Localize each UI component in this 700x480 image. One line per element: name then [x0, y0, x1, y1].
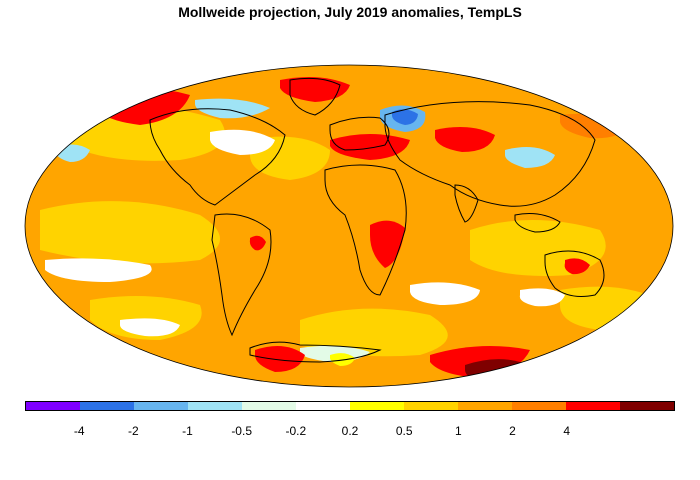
colorbar [25, 401, 675, 411]
colorbar-tick-label: -0.5 [231, 424, 252, 438]
colorbar-tick-label: -4 [73, 424, 85, 438]
colorbar-segment [296, 402, 350, 410]
colorbar-tick-label: 2 [509, 424, 516, 438]
colorbar-tick-label: -1 [182, 424, 193, 438]
colorbar-tick-label: 0.5 [395, 424, 413, 438]
colorbar-tick-label: -0.2 [285, 424, 307, 438]
colorbar-tick-label: 1 [454, 424, 462, 438]
colorbar-tick-label: -2 [127, 424, 139, 438]
projection-border [24, 64, 674, 388]
coastlines [149, 77, 605, 363]
map-title: Mollweide projection, July 2019 anomalie… [178, 4, 522, 20]
colorbar-segment [242, 402, 296, 410]
colorbar-segment [458, 402, 512, 410]
colorbar-segment [512, 402, 566, 410]
colorbar-tick-label: 0.2 [341, 424, 359, 438]
colorbar-segment [188, 402, 242, 410]
colorbar-segment [620, 402, 674, 410]
colorbar-tick-label: 4 [563, 424, 570, 438]
colorbar-segment [134, 402, 188, 410]
anomaly-field [25, 65, 673, 387]
colorbar-segment [350, 402, 404, 410]
colorbar-segment [26, 402, 80, 410]
colorbar-segment [80, 402, 134, 410]
colorbar-segment [566, 402, 620, 410]
colorbar-segment [404, 402, 458, 410]
